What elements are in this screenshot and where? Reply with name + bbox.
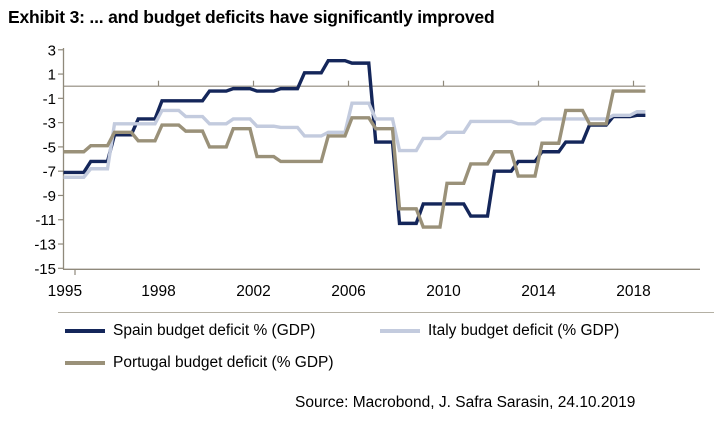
- y-axis-label--3: -3: [43, 115, 56, 132]
- italy-line-swatch: [380, 329, 420, 333]
- y-axis-label--9: -9: [43, 188, 56, 205]
- italy-deficit-line: [63, 101, 646, 179]
- legend-label-italy: Italy budget deficit (% GDP): [428, 322, 620, 339]
- spain-deficit-line: [63, 59, 646, 226]
- y-axis-label--11: -11: [35, 212, 56, 229]
- y-axis-label--15: -15: [34, 261, 56, 278]
- legend-label-spain: Spain budget deficit % (GDP): [113, 322, 316, 339]
- page-title: Exhibit 3: ... and budget deficits have …: [8, 7, 495, 27]
- legend-item-italy: Italy budget deficit (% GDP): [380, 322, 619, 340]
- x-axis-label-2018: 2018: [616, 283, 650, 300]
- x-axis-label-2010: 2010: [426, 283, 461, 300]
- source-text: Source: Macrobond, J. Safra Sarasin, 24.…: [295, 394, 636, 411]
- y-axis-label-3: 3: [48, 42, 56, 59]
- spain-line-swatch: [65, 329, 105, 333]
- x-axis-label-2006: 2006: [331, 283, 365, 300]
- x-axis-label-2014: 2014: [521, 283, 556, 300]
- legend-label-portugal: Portugal budget deficit (% GDP): [113, 354, 334, 371]
- y-axis-label--7: -7: [43, 164, 56, 181]
- x-axis-label-1998: 1998: [141, 283, 175, 300]
- y-axis-label--1: -1: [43, 91, 56, 108]
- legend-item-portugal: Portugal budget deficit (% GDP): [65, 354, 334, 372]
- y-axis-label--13: -13: [34, 237, 56, 254]
- portugal-deficit-line: [63, 89, 646, 229]
- legend-item-spain: Spain budget deficit % (GDP): [65, 322, 315, 340]
- y-axis-label-1: 1: [48, 67, 56, 84]
- y-axis-label--5: -5: [43, 139, 56, 156]
- x-axis-label-2002: 2002: [236, 283, 270, 300]
- x-axis-label-1995: 1995: [48, 283, 82, 300]
- portugal-line-swatch: [65, 361, 105, 365]
